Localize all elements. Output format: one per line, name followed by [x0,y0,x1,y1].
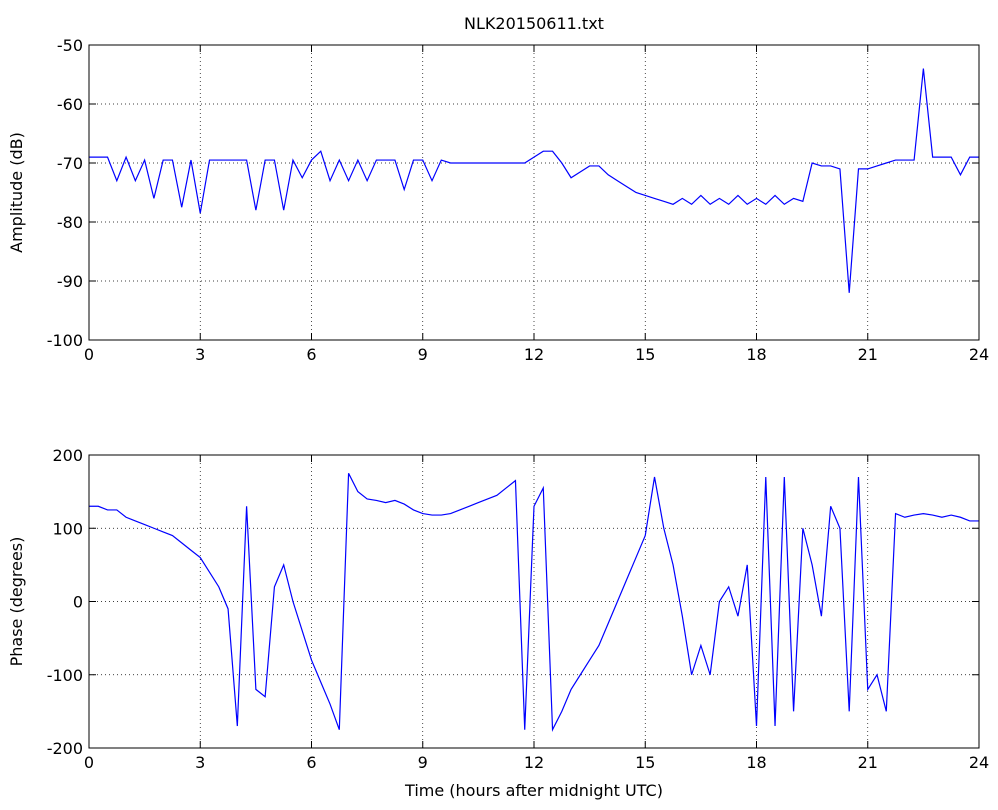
x-tick-label: 6 [306,345,316,364]
y-tick-label: -50 [57,36,83,55]
x-tick-label: 9 [418,753,428,772]
chart-title: NLK20150611.txt [464,14,604,33]
x-tick-label: 12 [524,345,544,364]
x-tick-label: 24 [969,345,989,364]
x-tick-label: 15 [635,345,655,364]
x-tick-label: 0 [84,345,94,364]
y-tick-label: -60 [57,95,83,114]
y-tick-label: 100 [52,519,83,538]
y-tick-label: 0 [73,593,83,612]
x-tick-label: 0 [84,753,94,772]
x-tick-label: 18 [746,753,766,772]
y-tick-label: -200 [47,739,83,758]
x-tick-label: 21 [858,753,878,772]
data-line [89,473,979,733]
y-tick-label: -100 [47,331,83,350]
x-tick-label: 21 [858,345,878,364]
y-axis-label: Amplitude (dB) [7,132,26,253]
y-axis-label: Phase (degrees) [7,537,26,667]
x-tick-label: 12 [524,753,544,772]
x-tick-label: 6 [306,753,316,772]
x-tick-label: 15 [635,753,655,772]
axes-box [88,44,980,341]
x-tick-label: 3 [195,345,205,364]
x-tick-label: 18 [746,345,766,364]
axes-box [88,454,980,749]
data-line [89,68,979,293]
x-tick-label: 9 [418,345,428,364]
y-tick-label: -70 [57,154,83,173]
x-tick-label: 3 [195,753,205,772]
y-tick-label: 200 [52,446,83,465]
x-tick-label: 24 [969,753,989,772]
y-tick-label: -90 [57,272,83,291]
y-tick-label: -100 [47,666,83,685]
y-tick-label: -80 [57,213,83,232]
x-axis-label: Time (hours after midnight UTC) [404,781,663,800]
